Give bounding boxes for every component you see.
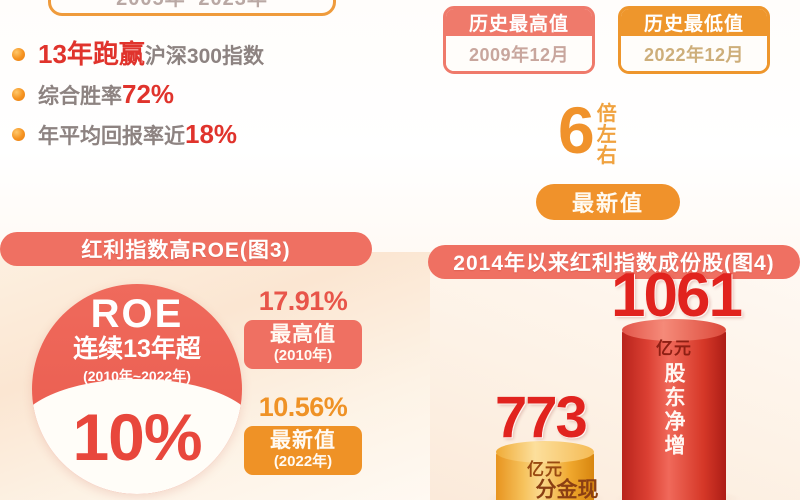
latest-value-pill: 最新值 [536,184,680,220]
roe-circle-subtitle: 连续13年超 [73,335,201,363]
bar-shareholder-increase-value: 1061 [611,261,743,330]
roe-circle-top: ROE 连续13年超 (2010年~2022年) [32,284,242,384]
roe-stat-high-tag-label: 最高值 [270,323,336,346]
bar-cash-dividend-cap [496,441,594,463]
bullet-3-text: 年平均回报率近18% [38,121,237,147]
badge-historical-low-title: 历史最低值 [621,9,767,36]
multiple-suffix-line-2: 左 [596,124,618,146]
roe-stat-latest-tag-label: 最新值 [270,429,336,452]
roe-stat-latest-tag-year: (2022年) [273,452,333,470]
roe-circle-label: ROE [90,292,184,336]
bullet-1-rest: 沪深300指数 [144,45,264,68]
roe-stat-high-value: 17.91% [258,286,348,316]
badge-historical-high-value: 2009年12月 [446,36,592,71]
roe-stat-latest-value: 10.56% [258,392,348,422]
bullet-dot-icon [12,87,25,101]
bar-shareholder-increase-label: 股东净增 [662,362,685,458]
bullet-dot-icon [12,47,25,61]
section-title-components: 2014年以来红利指数成份股(图4) [428,245,800,279]
section-title-roe: 红利指数高ROE(图3) [0,232,372,266]
bullet-1-highlight: 13年跑赢 [38,39,145,69]
roe-stat-high-tag: 最高值 (2010年) [244,320,362,369]
multiple-suffix: 倍 左 右 [597,104,618,167]
multiple-suffix-line-1: 倍 [596,103,618,125]
bullet-dot-icon [12,127,25,141]
list-item: 综合胜率72% [12,74,412,114]
roe-stat-latest-tag: 最新值 (2022年) [244,426,362,475]
badge-historical-low-value: 2022年12月 [621,36,767,71]
roe-circle: ROE 连续13年超 (2010年~2022年) 10% [32,284,242,494]
highlight-bullet-list: 13年跑赢沪深300指数 综合胜率72% 年平均回报率近18% [12,34,412,154]
multiple-number: 6 [558,93,595,167]
roe-circle-bowl [32,379,242,494]
bar-shareholder-increase-cap [622,319,726,341]
multiple-suffix-line-3: 右 [596,145,618,167]
bullet-3-value: 18% [185,119,238,149]
list-item: 13年跑赢沪深300指数 [12,34,412,74]
bullet-2-value: 72% [122,79,175,109]
badge-historical-high: 历史最高值 2009年12月 [443,6,595,74]
bar-cash-dividend-unit: 亿元 [527,460,563,479]
bullet-1-text: 13年跑赢沪深300指数 [38,41,264,67]
period-capsule-label: 2005年~2023年 [116,0,268,11]
badge-historical-low: 历史最低值 2022年12月 [618,6,770,74]
bar-cash-dividend [496,441,594,500]
bullet-2-label: 综合胜率 [38,85,122,108]
list-item: 年平均回报率近18% [12,114,412,154]
roe-stat-high: 17.91% 最高值 (2010年) [244,288,362,369]
roe-stat-high-tag-year: (2010年) [273,346,333,364]
bar-shareholder-increase [622,319,726,500]
bullet-2-text: 综合胜率72% [38,81,174,107]
bullet-3-label: 年平均回报率近 [38,125,185,148]
background-wash-right [430,252,800,500]
roe-circle-percent: 10% [72,400,202,474]
period-capsule: 2005年~2023年 [48,0,336,16]
roe-stat-latest: 10.56% 最新值 (2022年) [244,394,362,475]
bar-cash-dividend-label: 现金分 [533,478,598,500]
bar-shareholder-increase-unit: 亿元 [656,339,692,358]
bar-cash-dividend-value: 773 [495,385,588,450]
badge-historical-high-title: 历史最高值 [446,9,592,36]
multiple-figure: 6 倍 左 右 [558,93,618,167]
